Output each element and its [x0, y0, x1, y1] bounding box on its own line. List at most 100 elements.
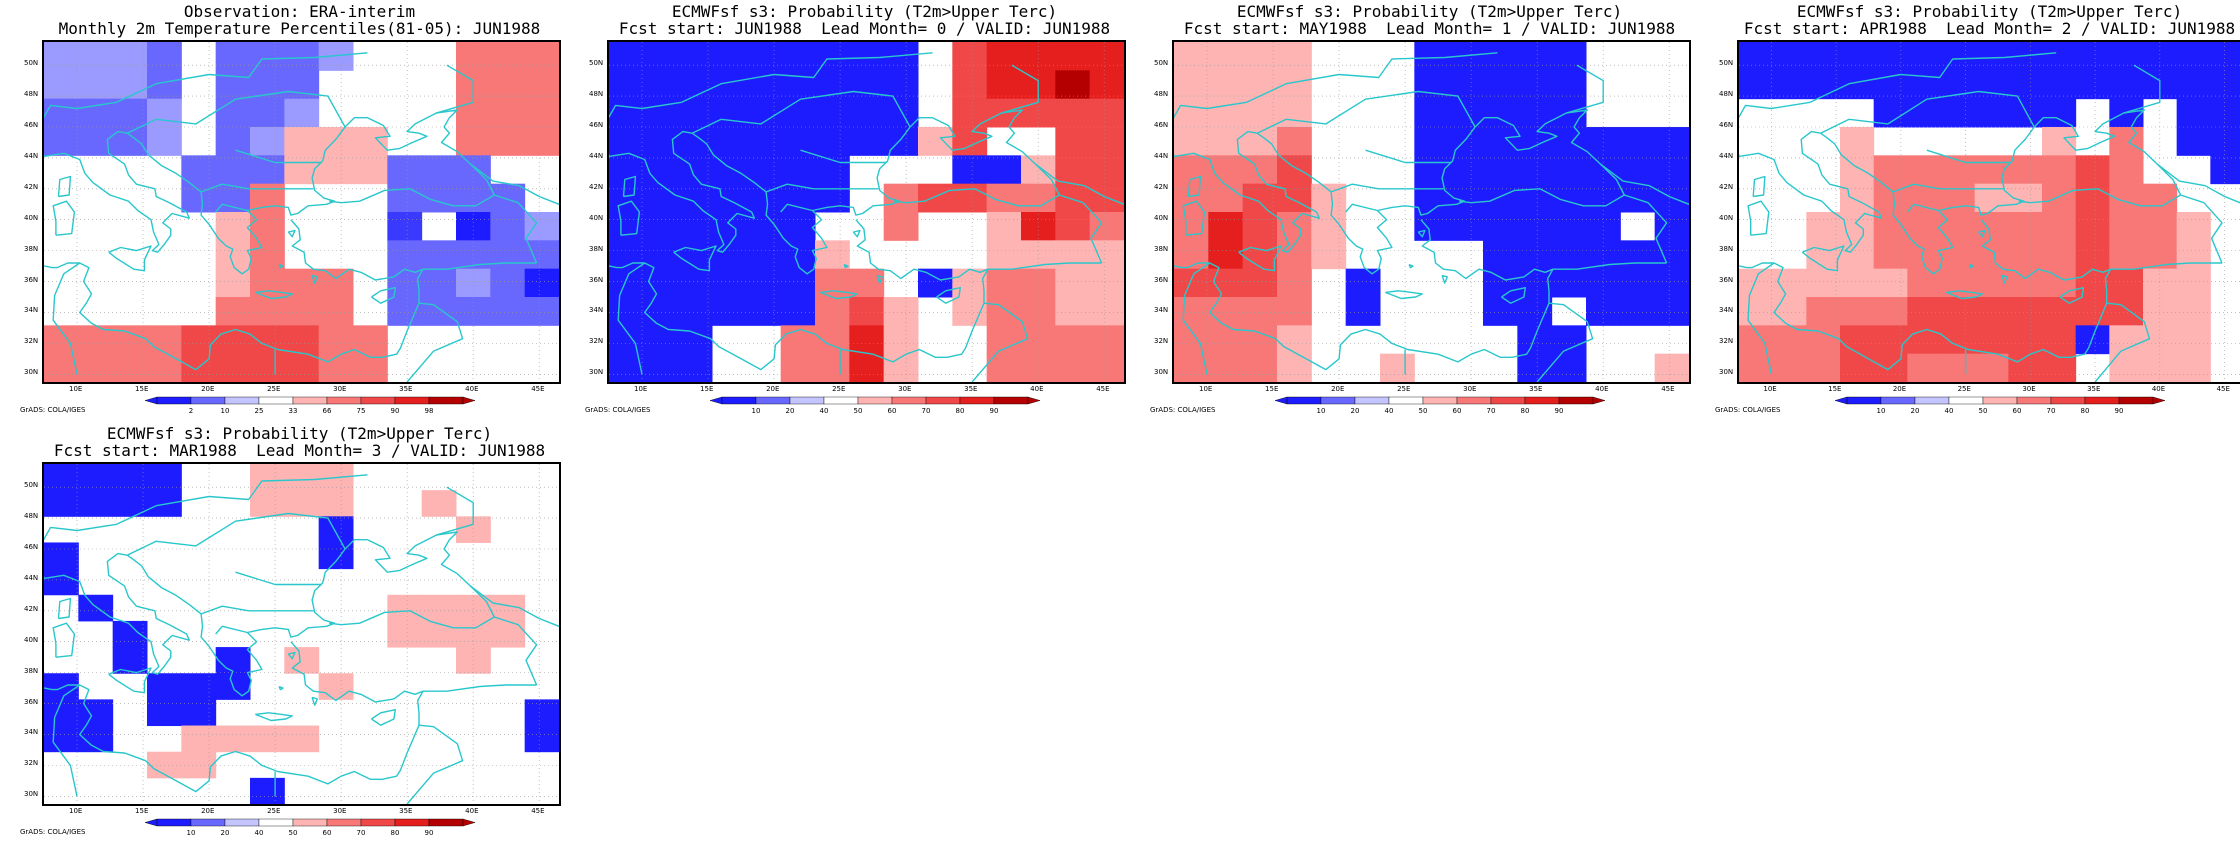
colorbar-label: 98 [424, 407, 433, 415]
grid-cell [1483, 127, 1518, 156]
colorbar-segment [156, 396, 191, 405]
grid-cell [1021, 155, 1056, 185]
grid-cell [746, 155, 782, 185]
coastline [1739, 130, 1883, 253]
colorbar-segment [394, 396, 429, 405]
colorbar-arrow-right [462, 396, 476, 405]
grid-cell [1873, 297, 1908, 326]
coastline [215, 203, 248, 213]
grid-cell [2042, 240, 2077, 270]
coastline [470, 585, 559, 628]
lat-tick-label: 36N [1154, 275, 1169, 284]
coastline [126, 109, 495, 275]
grid-cell [609, 155, 644, 185]
coastline [52, 622, 76, 658]
coastline [617, 262, 646, 375]
grid-cell [284, 464, 320, 491]
coastline [1059, 194, 1103, 264]
colorbar-label: 80 [2080, 407, 2089, 415]
colorbar-segment [258, 818, 293, 827]
lat-tick-label: 40N [589, 213, 604, 222]
software-credit: GrADS: COLA/IGES [20, 406, 86, 414]
lon-tick-label: 35E [399, 807, 413, 815]
grid-cell [1277, 98, 1312, 128]
lon-tick-label: 20E [1892, 385, 1907, 393]
grid-cell [2109, 42, 2144, 71]
colorbar-segment [360, 396, 395, 405]
grid-cell [1089, 353, 1124, 382]
grid-cell [2176, 127, 2211, 156]
grid-cell [780, 353, 816, 382]
grid-cell [1174, 70, 1209, 100]
colorbar-label: 75 [356, 407, 365, 415]
grid-cell [524, 127, 559, 156]
grid-cell [1055, 98, 1091, 128]
grid-cell [1517, 42, 1553, 71]
grid-cell [1055, 353, 1091, 382]
grid-cell [250, 127, 285, 156]
grid-cell [1517, 353, 1553, 382]
grid-cell [284, 155, 320, 185]
grid-cell [284, 42, 320, 71]
grid-cell [849, 297, 885, 326]
grid-cell [387, 297, 423, 326]
grid-cell [284, 127, 320, 156]
grid-cell [490, 127, 526, 156]
grid-cell [1089, 98, 1124, 128]
map-frame [1737, 40, 2240, 384]
panel-title-line2: Fcst start: JUN1988 Lead Month= 0 / VALI… [618, 19, 1111, 38]
grid-cell [318, 127, 354, 156]
grid-cell [918, 127, 953, 156]
lon-tick-label: 20E [1331, 385, 1345, 393]
coastline [1182, 262, 1211, 375]
grid-cell [986, 297, 1022, 326]
grid-cell [250, 212, 285, 241]
grid-cell [1414, 127, 1450, 156]
lon-tick-label: 35E [2087, 385, 2101, 393]
lon-tick-label: 25E [1957, 385, 1971, 393]
grid-cell [2008, 70, 2043, 100]
colorbar-segment [326, 818, 361, 827]
coastline [1978, 229, 1986, 238]
coastline [1945, 290, 1984, 300]
lat-tick-label: 46N [24, 121, 39, 129]
grid-cell [2075, 183, 2110, 213]
lat-tick-label: 50N [1719, 59, 1734, 68]
colorbar-segment [789, 396, 824, 405]
coastline [44, 641, 424, 793]
coastline [1441, 274, 1448, 284]
grid-cell [44, 70, 79, 100]
grid-cell [609, 297, 644, 326]
grid-cell [1772, 268, 1807, 298]
grid-cell [490, 268, 526, 298]
grid-cell [2008, 240, 2043, 270]
grid-cell [986, 155, 1022, 185]
grid-cell [883, 297, 919, 326]
grid-cell [1517, 268, 1553, 298]
colorbar-label: 20 [220, 829, 229, 837]
colorbar-label: 40 [1384, 407, 1393, 415]
grid-cell [1551, 325, 1587, 355]
grid-cell [147, 98, 182, 128]
panel-title-line1: Observation: ERA-interim [183, 2, 416, 21]
grid-cell [952, 183, 988, 213]
grid-cell [1620, 268, 1656, 298]
grid-cell [250, 725, 285, 753]
grid-cell [2042, 268, 2077, 298]
grid-cell [2008, 268, 2043, 298]
grid-cell [1974, 325, 2009, 355]
grid-cell [2176, 70, 2211, 100]
coastline [1747, 262, 1775, 375]
grid-cell [2042, 155, 2077, 185]
grid-cell [2008, 212, 2043, 241]
lon-tick-label: 15E [1265, 385, 1279, 393]
colorbar-svg: 10 20 40 50 60 70 80 90 [1273, 396, 1606, 415]
grid-cell [1941, 42, 1976, 71]
grid-cell [2109, 297, 2144, 326]
coastline [406, 302, 464, 382]
coastline [988, 262, 1102, 270]
grid-cell [1448, 155, 1484, 185]
grid-cell [284, 490, 320, 517]
grid-cell [1806, 240, 1841, 270]
colorbar-segment [1320, 396, 1355, 405]
